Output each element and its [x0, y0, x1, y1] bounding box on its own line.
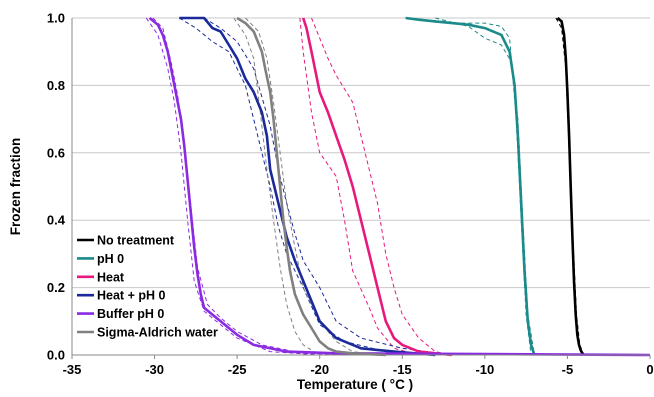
heat-bounds-upper-line — [299, 17, 419, 356]
x-tick-label-5: -10 — [475, 362, 494, 377]
buffer-ph-0-series-line — [148, 16, 651, 357]
y-axis-title: Frozen fraction — [8, 138, 23, 236]
y-tick-label-4: 0.8 — [47, 78, 65, 93]
ph-0-series-line — [405, 16, 536, 356]
buffer-ph-0-bounds-lower-line — [152, 17, 353, 356]
gridlines — [72, 17, 650, 289]
axes — [71, 18, 650, 356]
sigma-aldrich-water-series-line — [236, 16, 386, 357]
no-treatment-series-line — [556, 16, 585, 356]
legend-item-sigma-aldrich-water: Sigma-Aldrich water — [77, 326, 218, 340]
legend-item-heat: Heat — [77, 270, 125, 284]
y-tick-label-5: 1.0 — [47, 11, 65, 26]
heat-bounds-lower-line — [311, 17, 452, 356]
x-tick-label-4: -15 — [393, 362, 412, 377]
series-lines — [148, 16, 651, 357]
x-tick-label-2: -25 — [228, 362, 247, 377]
heat-ph-0-bounds-lower-line — [203, 17, 452, 356]
legend-label: pH 0 — [97, 252, 124, 266]
y-tick-label-2: 0.4 — [47, 213, 66, 228]
sigma-aldrich-water-bounds-upper-line — [233, 17, 320, 356]
x-axis-title: Temperature ( °C ) — [297, 377, 413, 392]
legend-label: No treatment — [97, 234, 175, 248]
y-tick-label-3: 0.6 — [47, 145, 65, 160]
dashed-bound-lines — [145, 17, 585, 356]
y-tick-label-1: 0.2 — [47, 280, 65, 295]
x-tick-label-0: -35 — [63, 362, 82, 377]
x-tick-label-1: -30 — [145, 362, 164, 377]
no-treatment-bounds-upper-line — [555, 17, 583, 356]
legend-item-ph-0: pH 0 — [77, 252, 124, 266]
heat-series-line — [301, 17, 452, 357]
tick-labels: -35 -30 -25 -20 -15 -10 -5 0 0.0 0.2 0.4 0.6 0.8 1.0 — [47, 11, 654, 378]
legend-item-buffer-ph-0: Buffer pH 0 — [77, 307, 164, 321]
heat-ph-0-series-line — [179, 16, 436, 357]
legend-label: Buffer pH 0 — [97, 307, 164, 321]
legend-label: Sigma-Aldrich water — [97, 326, 218, 340]
y-tick-label-0: 0.0 — [47, 348, 65, 363]
legend: No treatment pH 0 Heat Heat + pH 0 Buffer pH… — [77, 234, 218, 340]
buffer-ph-0-bounds-upper-line — [145, 17, 320, 356]
legend-item-no-treatment: No treatment — [77, 234, 175, 248]
legend-label: Heat + pH 0 — [97, 289, 165, 303]
legend-item-heat-ph-0: Heat + pH 0 — [77, 289, 165, 303]
sigma-aldrich-water-bounds-lower-line — [245, 17, 378, 356]
legend-label: Heat — [97, 270, 125, 284]
x-tick-label-6: -5 — [562, 362, 574, 377]
x-tick-label-7: 0 — [646, 362, 653, 377]
x-tick-label-3: -20 — [310, 362, 329, 377]
